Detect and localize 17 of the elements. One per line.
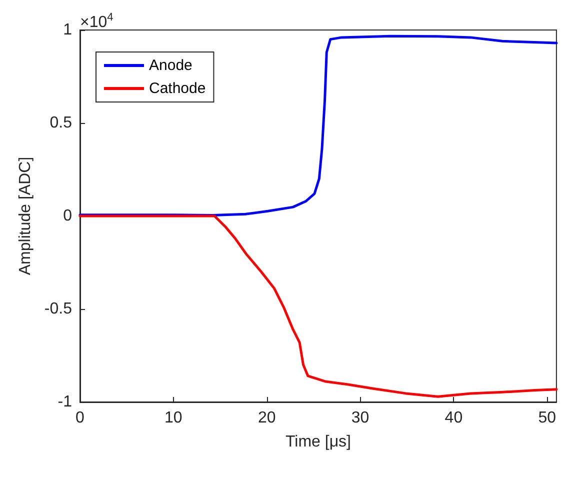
line-series [78, 34, 558, 217]
legend-label: Cathode [149, 80, 206, 97]
x-tick-label: 30 [351, 410, 370, 426]
y-tick-label: 0 [63, 208, 72, 224]
y-tick-label: -1 [58, 394, 72, 410]
x-tick-label: 20 [258, 410, 276, 426]
y-axis-title: Amplitude [ADC] [17, 156, 34, 276]
legend-label: Anode [149, 57, 192, 74]
x-tick-label: 40 [444, 410, 463, 426]
x-tick-label: 10 [164, 410, 182, 426]
y-tick-label: 1 [63, 22, 72, 38]
x-tick-label: 50 [538, 410, 556, 426]
y-tick-label: -0.5 [44, 300, 72, 318]
y-tick-label: 0.5 [50, 114, 72, 132]
x-tick-label: 0 [76, 410, 85, 426]
x-axis-title: Time [μs] [285, 434, 351, 450]
line-series [78, 214, 558, 398]
